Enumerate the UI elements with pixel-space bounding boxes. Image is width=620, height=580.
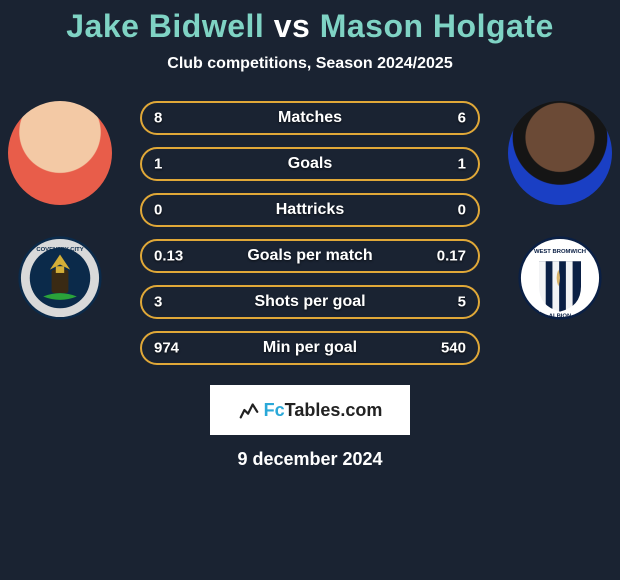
- player1-club-crest: COVENTRY CITY: [10, 236, 110, 320]
- comparison-title: Jake Bidwell vs Mason Holgate: [0, 8, 620, 45]
- stat-goals-label: Goals: [288, 155, 332, 173]
- svg-text:WEST BROMWICH: WEST BROMWICH: [534, 249, 586, 255]
- stat-gpm-label: Goals per match: [247, 247, 372, 265]
- stat-row-hattricks: 0 Hattricks 0: [140, 193, 480, 227]
- west-bromwich-albion-crest-icon: WEST BROMWICH ALBION: [518, 236, 602, 320]
- svg-text:ALBION: ALBION: [549, 313, 571, 319]
- stat-hattricks-left: 0: [154, 202, 162, 219]
- title-vs: vs: [274, 8, 311, 44]
- stat-hattricks-label: Hattricks: [276, 201, 344, 219]
- stat-spg-label: Shots per goal: [254, 293, 365, 311]
- player2-club-crest: WEST BROMWICH ALBION: [510, 236, 610, 320]
- subtitle: Club competitions, Season 2024/2025: [0, 55, 620, 73]
- stat-row-goals: 1 Goals 1: [140, 147, 480, 181]
- comparison-body: COVENTRY CITY WEST BROMWICH ALBION 8 Mat…: [0, 101, 620, 470]
- stat-goals-left: 1: [154, 156, 162, 173]
- stats-list: 8 Matches 6 1 Goals 1 0 Hattricks 0 0.13…: [140, 101, 480, 365]
- brand-badge: FcTables.com: [210, 385, 410, 435]
- comparison-date: 9 december 2024: [0, 449, 620, 470]
- stat-mpg-right: 540: [441, 340, 466, 357]
- stat-row-gpm: 0.13 Goals per match 0.17: [140, 239, 480, 273]
- coventry-city-crest-icon: COVENTRY CITY: [18, 236, 102, 320]
- stat-hattricks-right: 0: [458, 202, 466, 219]
- stat-gpm-left: 0.13: [154, 248, 183, 265]
- stat-matches-left: 8: [154, 110, 162, 127]
- stat-mpg-left: 974: [154, 340, 179, 357]
- stat-row-mpg: 974 Min per goal 540: [140, 331, 480, 365]
- stat-mpg-label: Min per goal: [263, 339, 357, 357]
- player1-portrait: [8, 101, 112, 205]
- player2-name: Mason Holgate: [320, 8, 554, 44]
- player1-portrait-img: [8, 101, 112, 205]
- brand-text-pre: Fc: [264, 400, 285, 420]
- stat-goals-right: 1: [458, 156, 466, 173]
- stat-matches-right: 6: [458, 110, 466, 127]
- stat-spg-left: 3: [154, 294, 162, 311]
- stat-row-matches: 8 Matches 6: [140, 101, 480, 135]
- brand-logo-icon: [238, 399, 260, 421]
- stat-matches-label: Matches: [278, 109, 342, 127]
- player1-name: Jake Bidwell: [66, 8, 264, 44]
- stat-spg-right: 5: [458, 294, 466, 311]
- player2-portrait-img: [508, 101, 612, 205]
- brand-text-post: Tables.com: [285, 400, 383, 420]
- player2-portrait: [508, 101, 612, 205]
- brand-text: FcTables.com: [264, 400, 383, 421]
- stat-row-spg: 3 Shots per goal 5: [140, 285, 480, 319]
- stat-gpm-right: 0.17: [437, 248, 466, 265]
- svg-text:COVENTRY CITY: COVENTRY CITY: [36, 247, 83, 253]
